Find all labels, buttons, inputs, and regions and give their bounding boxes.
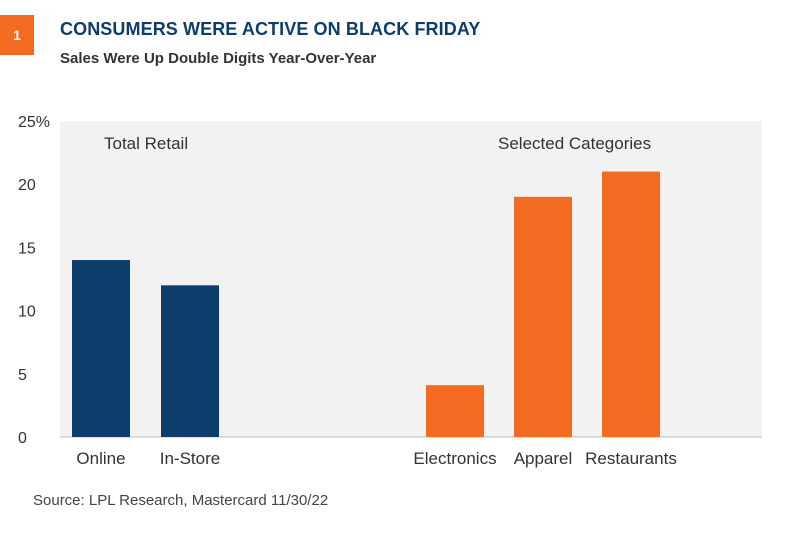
- y-tick-label: 10: [18, 304, 36, 321]
- group-label: Selected Categories: [498, 134, 651, 153]
- chart-subtitle: Sales Were Up Double Digits Year-Over-Ye…: [60, 50, 377, 67]
- figure-number-badge: 1: [0, 15, 34, 55]
- y-axis-ticks: 0 5 10 15 20 25%: [18, 114, 50, 447]
- bar-electronics: [426, 385, 484, 437]
- bar-chart: 0 5 10 15 20 25% Total Retail Selected Categor…: [18, 114, 762, 468]
- x-tick-label: Online: [76, 449, 125, 468]
- bar-restaurants: [602, 171, 660, 437]
- bar-apparel: [514, 196, 572, 437]
- y-tick-label: 0: [18, 430, 27, 447]
- chart-title: CONSUMERS WERE ACTIVE ON BLACK FRIDAY: [60, 19, 481, 39]
- x-axis-labels: Online In-Store Electronics Apparel Restaura…: [76, 449, 676, 468]
- x-tick-label: Electronics: [413, 449, 496, 468]
- y-tick-label: 20: [18, 177, 36, 194]
- y-tick-label: 15: [18, 240, 36, 257]
- bars: [72, 171, 660, 437]
- x-tick-label: In-Store: [160, 449, 220, 468]
- group-label: Total Retail: [104, 134, 188, 153]
- bar-online: [72, 260, 130, 437]
- source-note: Source: LPL Research, Mastercard 11/30/2…: [33, 492, 329, 509]
- y-tick-label: 5: [18, 367, 27, 384]
- x-tick-label: Apparel: [514, 449, 573, 468]
- bar-in-store: [161, 285, 219, 437]
- y-tick-label: 25%: [18, 114, 50, 131]
- x-tick-label: Restaurants: [585, 449, 677, 468]
- group-labels: Total Retail Selected Categories: [104, 134, 651, 153]
